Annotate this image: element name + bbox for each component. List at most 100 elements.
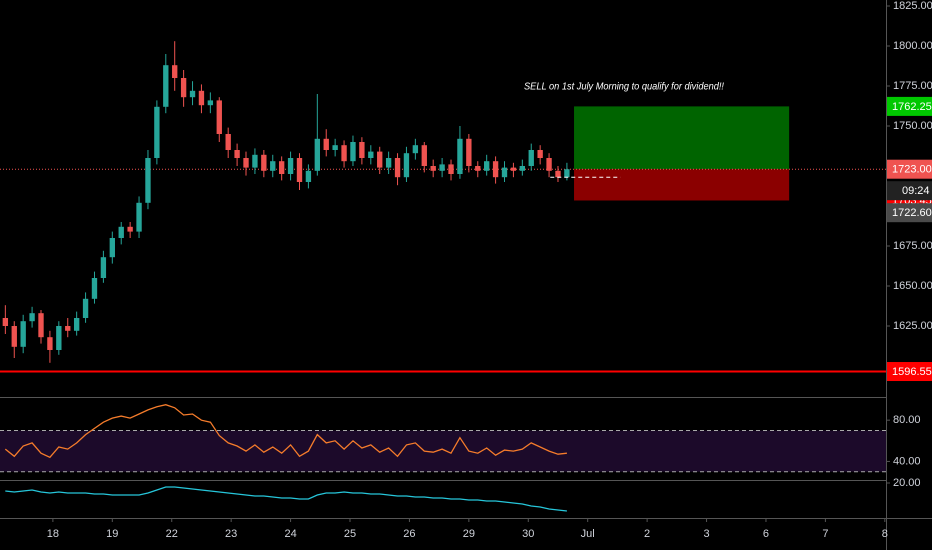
candle-body bbox=[189, 90, 196, 98]
price-label: 1723.00 bbox=[892, 164, 932, 176]
candle-body bbox=[439, 164, 445, 171]
x-tick-label: 24 bbox=[284, 528, 296, 540]
candle-body bbox=[510, 167, 517, 171]
candle-body bbox=[65, 326, 71, 331]
candle-body bbox=[475, 166, 481, 171]
candle-body bbox=[519, 166, 526, 171]
target-zone bbox=[574, 106, 790, 170]
candle-body bbox=[216, 100, 222, 134]
x-tick-label: 29 bbox=[463, 528, 475, 540]
bid-label: 1722.60 bbox=[892, 207, 932, 219]
x-tick-label: 22 bbox=[166, 528, 178, 540]
x-tick-label: 18 bbox=[47, 528, 59, 540]
candle-body bbox=[29, 313, 35, 322]
candle-body bbox=[323, 138, 329, 150]
candle-body bbox=[403, 153, 410, 178]
candle-body bbox=[136, 202, 142, 232]
candle-body bbox=[38, 313, 44, 338]
x-tick-label: 8 bbox=[882, 528, 888, 540]
price-label: 1596.55 bbox=[892, 366, 932, 378]
x-tick-label: 2 bbox=[644, 528, 650, 540]
candle-body bbox=[118, 226, 124, 238]
candle-body bbox=[91, 278, 98, 299]
candle-body bbox=[82, 298, 89, 318]
candle-body bbox=[430, 166, 436, 171]
candle-body bbox=[100, 257, 107, 278]
x-tick-label: 7 bbox=[822, 528, 828, 540]
candle-body bbox=[341, 145, 347, 162]
price-label-box bbox=[887, 159, 932, 179]
x-tick-label: 25 bbox=[344, 528, 356, 540]
candle-body bbox=[564, 169, 570, 178]
candle-body bbox=[243, 158, 249, 168]
candle-body bbox=[163, 65, 169, 107]
y-tick-label: 1750.00 bbox=[893, 120, 932, 132]
y-tick-label: 1675.00 bbox=[893, 240, 932, 252]
candle-body bbox=[385, 158, 392, 168]
candle-body bbox=[305, 170, 312, 182]
candle-body bbox=[73, 318, 80, 331]
candle-body bbox=[172, 65, 178, 78]
indicator-line bbox=[5, 486, 567, 512]
candle-body bbox=[332, 145, 338, 150]
candle-body bbox=[127, 226, 133, 232]
candle-body bbox=[537, 150, 543, 158]
candle-body bbox=[412, 145, 419, 154]
candle-body bbox=[484, 161, 490, 171]
candle-body bbox=[546, 158, 552, 171]
countdown-box bbox=[887, 181, 932, 201]
y-tick-label: 1625.00 bbox=[893, 320, 932, 332]
candle-body bbox=[377, 151, 383, 168]
candle-body bbox=[421, 145, 427, 166]
candle-body bbox=[180, 78, 187, 98]
candle-body bbox=[109, 238, 115, 258]
annotation: SELL on 1st July Morning to qualify for … bbox=[524, 82, 724, 93]
candle-body bbox=[2, 318, 9, 326]
band-fill bbox=[0, 430, 886, 472]
candle-body bbox=[457, 138, 463, 174]
candle-body bbox=[261, 154, 267, 171]
candle-body bbox=[154, 106, 160, 158]
candle-body bbox=[501, 167, 508, 178]
candle-body bbox=[270, 161, 276, 171]
candle-body bbox=[207, 100, 214, 106]
candle-body bbox=[225, 134, 231, 150]
x-tick-label: Jul bbox=[581, 528, 595, 540]
y-tick-label: 40.00 bbox=[893, 455, 921, 467]
x-tick-label: 3 bbox=[703, 528, 709, 540]
y-tick-label: 80.00 bbox=[893, 414, 921, 426]
y-tick-label: 20.00 bbox=[893, 477, 921, 489]
candle-body bbox=[145, 158, 151, 203]
price-label-box bbox=[887, 362, 932, 382]
bid-label-box bbox=[887, 203, 932, 223]
indicator-line bbox=[4, 404, 567, 459]
candle-body bbox=[368, 151, 374, 158]
price-label-box bbox=[887, 96, 932, 116]
candle-body bbox=[278, 161, 285, 174]
y-tick-label: 1775.00 bbox=[893, 80, 932, 92]
candle-body bbox=[314, 138, 320, 171]
x-tick-label: 26 bbox=[403, 528, 415, 540]
candle-body bbox=[528, 150, 534, 166]
y-tick-label: 1800.00 bbox=[893, 40, 932, 52]
stop-zone bbox=[574, 169, 790, 201]
candle-body bbox=[350, 142, 356, 162]
candle-body bbox=[466, 138, 472, 166]
candle-body bbox=[47, 337, 53, 350]
candle-body bbox=[234, 150, 240, 158]
candle-body bbox=[448, 164, 454, 174]
price-label: 1762.25 bbox=[892, 101, 932, 113]
x-tick-label: 30 bbox=[522, 528, 534, 540]
candle-body bbox=[296, 158, 303, 182]
candle-body bbox=[555, 170, 561, 178]
candle-body bbox=[20, 321, 26, 347]
y-tick-label: 1650.00 bbox=[893, 280, 932, 292]
candle-body bbox=[394, 158, 401, 178]
candle-body bbox=[492, 161, 499, 178]
candle-body bbox=[56, 326, 62, 350]
candle-body bbox=[198, 90, 205, 106]
y-tick-label: 1825.00 bbox=[893, 0, 932, 12]
x-tick-label: 19 bbox=[106, 528, 118, 540]
candle-body bbox=[287, 158, 294, 174]
